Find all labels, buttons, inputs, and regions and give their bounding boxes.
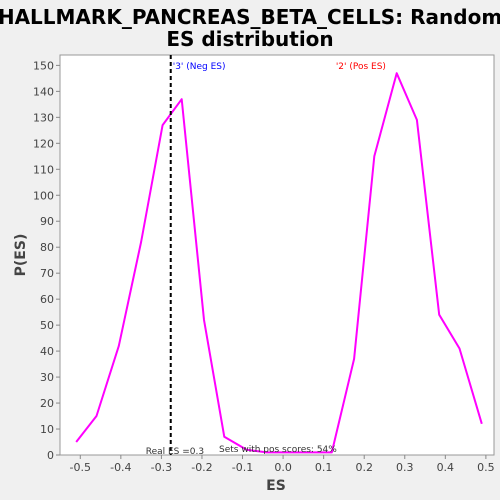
x-tick-label: -0.2 [191, 461, 212, 474]
x-tick-label: -0.4 [110, 461, 131, 474]
x-axis: -0.5 -0.4 -0.3 -0.2 -0.1 0.0 0.1 0.2 0.3 0.4 0.5 [70, 455, 495, 474]
y-tick-label: 120 [33, 137, 54, 150]
real-es-text: Real ES =0.3 [146, 447, 204, 457]
y-tick-label: 100 [33, 189, 54, 202]
x-tick-label: 0.2 [355, 461, 373, 474]
x-tick-label: -0.1 [232, 461, 253, 474]
y-tick-label: 90 [40, 215, 54, 228]
chart-title-line1: HALLMARK_PANCREAS_BETA_CELLS: Random [0, 5, 500, 29]
pos-es-label: '2' (Pos ES) [336, 62, 386, 72]
es-distribution-line [75, 72, 483, 454]
x-tick-label: 0.0 [274, 461, 292, 474]
y-tick-label: 70 [40, 267, 54, 280]
x-tick-label: 0.5 [477, 461, 495, 474]
x-tick-label: 0.3 [396, 461, 414, 474]
y-tick-label: 30 [40, 371, 54, 384]
y-tick-label: 10 [40, 423, 54, 436]
plot-series: '3' (Neg ES) '2' (Pos ES) Real ES =0.3 Sets… [75, 55, 483, 457]
y-tick-label: 80 [40, 241, 54, 254]
chart-title-line2: ES distribution [166, 27, 333, 51]
x-tick-label: 0.4 [437, 461, 455, 474]
y-tick-label: 20 [40, 397, 54, 410]
y-axis: 0 10 20 30 40 50 60 70 80 90 100 110 120 130 140 150 [33, 59, 60, 462]
y-tick-label: 130 [33, 111, 54, 124]
x-tick-label: 0.1 [315, 461, 333, 474]
y-tick-label: 50 [40, 319, 54, 332]
x-tick-label: -0.5 [70, 461, 91, 474]
x-tick-label: -0.3 [151, 461, 172, 474]
plot-area [59, 54, 495, 456]
y-tick-label: 140 [33, 85, 54, 98]
y-tick-label: 60 [40, 293, 54, 306]
y-tick-label: 110 [33, 163, 54, 176]
y-axis-label: P(ES) [13, 234, 29, 277]
y-tick-label: 150 [33, 59, 54, 72]
y-tick-label: 0 [47, 449, 54, 462]
neg-es-label: '3' (Neg ES) [173, 62, 226, 72]
pos-scores-text: Sets with pos scores: 54% [219, 445, 337, 455]
y-tick-label: 40 [40, 345, 54, 358]
x-axis-label: ES [266, 478, 286, 494]
